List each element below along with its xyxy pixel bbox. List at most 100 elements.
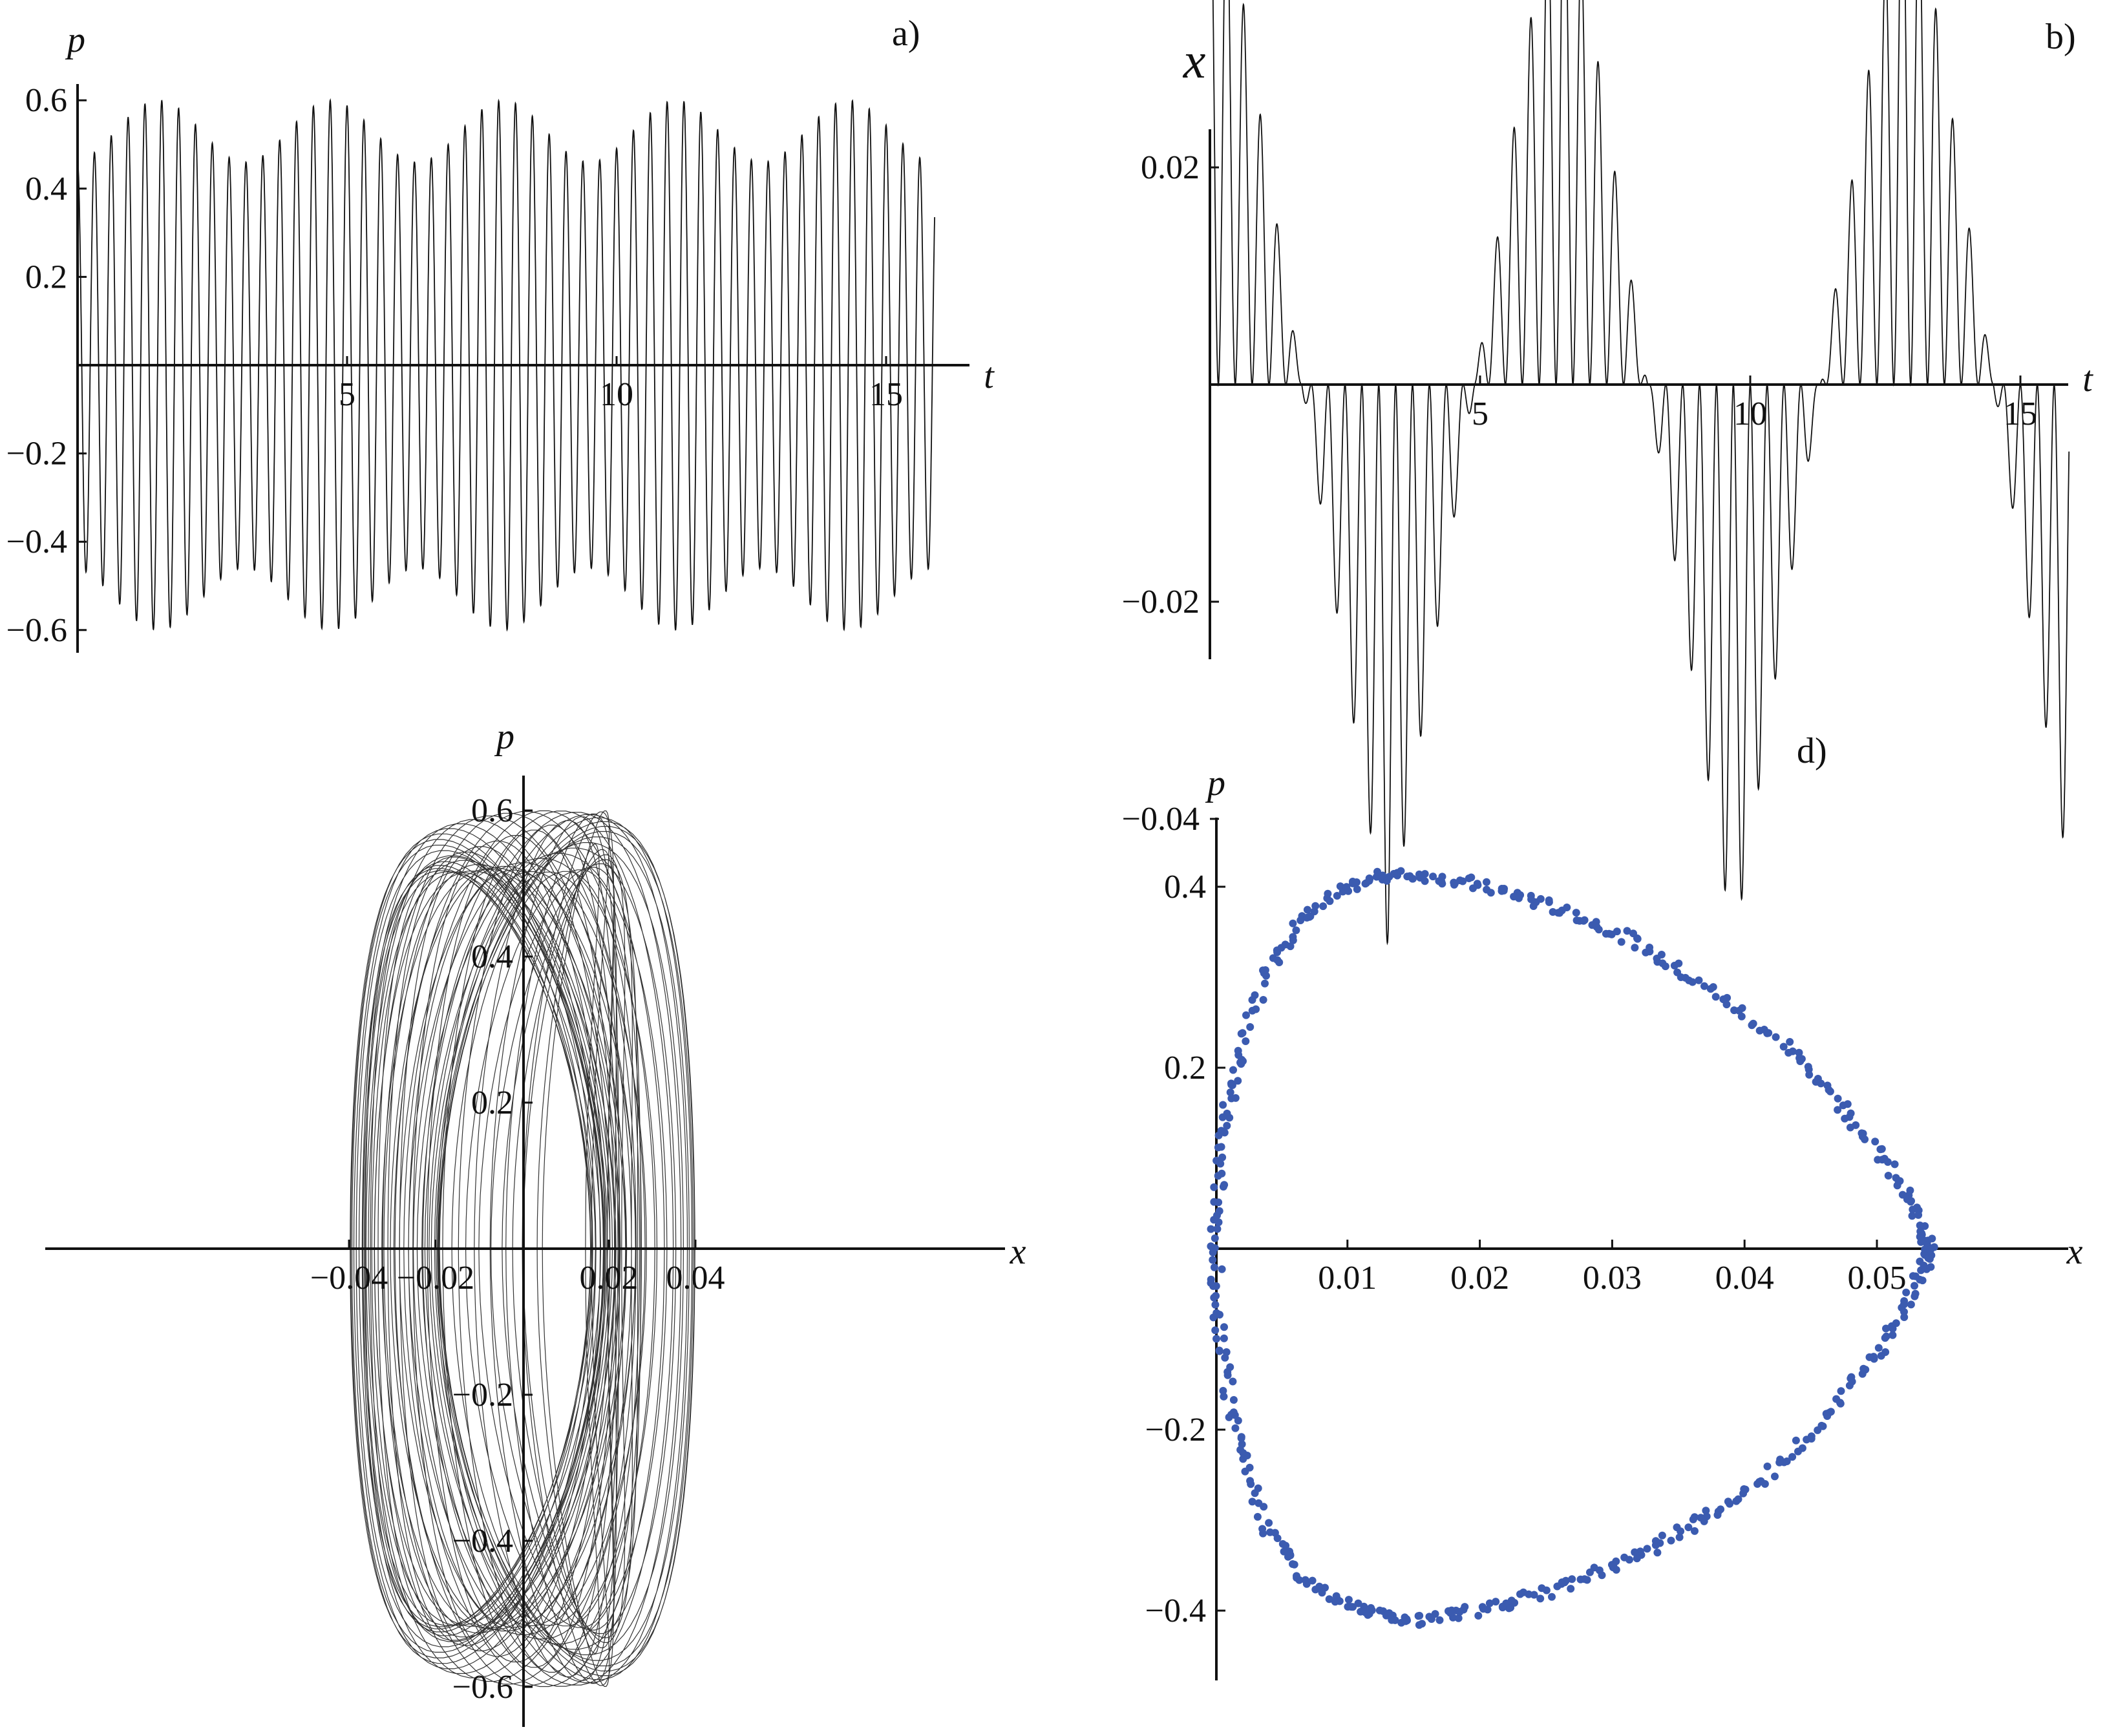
scatter-point <box>1871 1138 1879 1146</box>
scatter-point <box>1775 1458 1784 1466</box>
scatter-point <box>1890 1160 1899 1169</box>
panel-label: b) <box>2046 17 2076 57</box>
scatter-point <box>1261 979 1269 988</box>
y-axis-label: x <box>1183 32 1206 89</box>
scatter-point <box>1226 1088 1234 1097</box>
scatter-point <box>1739 1489 1748 1498</box>
scatter-point <box>1874 1156 1882 1164</box>
scatter-point <box>1209 1256 1217 1264</box>
scatter-point <box>1553 1582 1562 1591</box>
x-tick-label: −0.04 <box>310 1260 388 1297</box>
scatter-point <box>1771 1472 1779 1481</box>
scatter-point <box>1563 904 1571 911</box>
x-tick-label: 0.04 <box>666 1260 725 1297</box>
y-tick-label: −0.2 <box>1145 1412 1206 1448</box>
scatter-point <box>1646 944 1654 951</box>
series-trajectory <box>350 810 695 1688</box>
scatter-point <box>1216 1159 1225 1168</box>
x-tick-label: 0.04 <box>1715 1260 1774 1297</box>
scatter-point <box>1215 1207 1223 1215</box>
scatter-point <box>1415 1621 1423 1629</box>
scatter-point <box>1397 867 1405 875</box>
scatter-point <box>1487 889 1495 897</box>
scatter-point <box>1567 1585 1575 1593</box>
scatter-point <box>1388 1616 1396 1624</box>
panel-label: a) <box>892 14 920 54</box>
scatter-point <box>1210 1198 1218 1206</box>
scatter-point <box>1653 1549 1662 1557</box>
scatter-point <box>1911 1292 1919 1300</box>
scatter-point <box>1229 1408 1238 1417</box>
scatter-point <box>1367 1604 1375 1612</box>
scatter-point <box>1845 1381 1854 1390</box>
scatter-point <box>1218 1265 1226 1273</box>
scatter-point <box>1911 1282 1918 1290</box>
scatter-point <box>1580 1575 1589 1583</box>
scatter-point <box>1805 1070 1814 1079</box>
scatter-point <box>1290 1560 1298 1569</box>
scatter-point <box>1858 1370 1867 1378</box>
scatter-point <box>1273 956 1282 964</box>
scatter-point <box>1427 1615 1435 1623</box>
scatter-point <box>1333 892 1341 900</box>
scatter-point <box>1220 1392 1228 1401</box>
scatter-point <box>1248 1498 1256 1506</box>
y-tick-label: 0.02 <box>1141 149 1200 186</box>
scatter-point <box>1251 1489 1259 1498</box>
scatter-point <box>1344 1596 1353 1604</box>
y-tick-label: 0.2 <box>25 259 67 295</box>
scatter-point <box>1485 1599 1494 1607</box>
scatter-point <box>1382 1611 1390 1620</box>
scatter-point <box>1479 1605 1487 1613</box>
scatter-point <box>1280 1547 1288 1556</box>
y-tick-label: −0.6 <box>452 1669 513 1706</box>
scatter-point <box>1536 894 1545 903</box>
scatter-point <box>1266 1528 1275 1536</box>
scatter-point <box>1499 887 1508 894</box>
scatter-point <box>1617 938 1625 946</box>
scatter-point <box>1580 916 1589 924</box>
scatter-point <box>1252 1005 1260 1013</box>
scatter-point <box>1755 1026 1764 1035</box>
x-axis-label: x <box>2066 1232 2083 1272</box>
scatter-point <box>1289 933 1297 941</box>
scatter-point <box>1207 1275 1215 1284</box>
scatter-point <box>1538 1584 1546 1593</box>
scatter-point <box>1253 1512 1262 1521</box>
scatter-point <box>1633 1554 1641 1563</box>
scatter-point <box>1311 902 1320 910</box>
scatter-point <box>1303 905 1311 914</box>
scatter-point <box>1556 909 1563 917</box>
scatter-point <box>1786 1038 1794 1046</box>
scatter-point <box>1658 1531 1666 1540</box>
scatter-point <box>1877 1351 1885 1360</box>
scatter-point <box>1222 1348 1231 1356</box>
scatter-point <box>1229 1066 1237 1074</box>
x-axis-label: x <box>1010 1232 1026 1272</box>
scatter-point <box>1613 927 1621 936</box>
scatter-point <box>1907 1300 1915 1309</box>
scatter-point <box>1246 1023 1255 1031</box>
scatter-point <box>1261 966 1269 974</box>
scatter-point <box>1695 976 1703 984</box>
scatter-point <box>1907 1197 1915 1205</box>
scatter-point <box>1568 1575 1576 1583</box>
scatter-point <box>1847 1109 1855 1117</box>
scatter-point <box>1675 959 1683 968</box>
scatter-point <box>1723 993 1731 1002</box>
scatter-point <box>1239 1449 1247 1457</box>
scatter-point <box>1214 1218 1223 1227</box>
scatter-point <box>1318 1589 1326 1597</box>
scatter-point <box>1246 1477 1255 1485</box>
scatter-point <box>1548 1593 1556 1601</box>
scatter-point <box>1209 1248 1217 1256</box>
scatter-point <box>1651 1537 1660 1545</box>
scatter-point <box>1593 923 1601 931</box>
scatter-point <box>1657 951 1666 958</box>
scatter-point <box>1210 1183 1218 1191</box>
x-axis-label: t <box>2082 359 2093 399</box>
scatter-point <box>1906 1186 1914 1194</box>
scatter-point <box>1219 1101 1227 1109</box>
scatter-point <box>1667 1536 1675 1545</box>
scatter-point <box>1438 880 1446 888</box>
